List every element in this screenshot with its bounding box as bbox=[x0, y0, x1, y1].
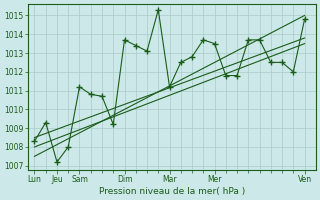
X-axis label: Pression niveau de la mer( hPa ): Pression niveau de la mer( hPa ) bbox=[99, 187, 245, 196]
